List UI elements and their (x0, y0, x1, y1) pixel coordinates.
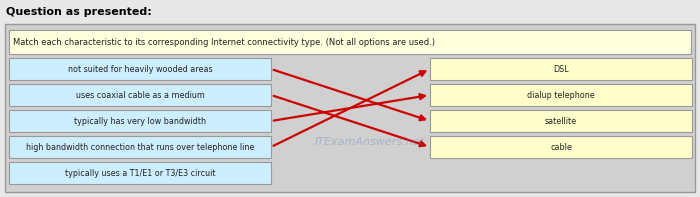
Bar (5, 24, 695, 192)
Text: high bandwidth connection that runs over telephone line: high bandwidth connection that runs over… (26, 142, 254, 151)
Text: Question as presented:: Question as presented: (6, 7, 152, 17)
Bar (9, 84, 271, 106)
Text: uses coaxial cable as a medium: uses coaxial cable as a medium (76, 90, 204, 99)
Bar (9, 110, 271, 132)
Bar (9, 162, 271, 184)
Bar (9, 58, 271, 80)
Bar (430, 58, 692, 80)
Bar (430, 84, 692, 106)
Text: typically uses a T1/E1 or T3/E3 circuit: typically uses a T1/E1 or T3/E3 circuit (64, 168, 216, 177)
Text: satellite: satellite (545, 116, 577, 125)
Text: Match each characteristic to its corresponding Internet connectivity type. (Not : Match each characteristic to its corresp… (13, 37, 435, 46)
Bar (9, 136, 271, 158)
Text: DSL: DSL (553, 64, 569, 73)
Bar (9, 30, 691, 54)
Text: cable: cable (550, 142, 572, 151)
Text: typically has very low bandwidth: typically has very low bandwidth (74, 116, 206, 125)
Text: ITExamAnswers.net: ITExamAnswers.net (315, 137, 425, 147)
Bar (430, 136, 692, 158)
Text: dialup telephone: dialup telephone (527, 90, 595, 99)
Bar (430, 110, 692, 132)
Text: not suited for heavily wooded areas: not suited for heavily wooded areas (68, 64, 212, 73)
